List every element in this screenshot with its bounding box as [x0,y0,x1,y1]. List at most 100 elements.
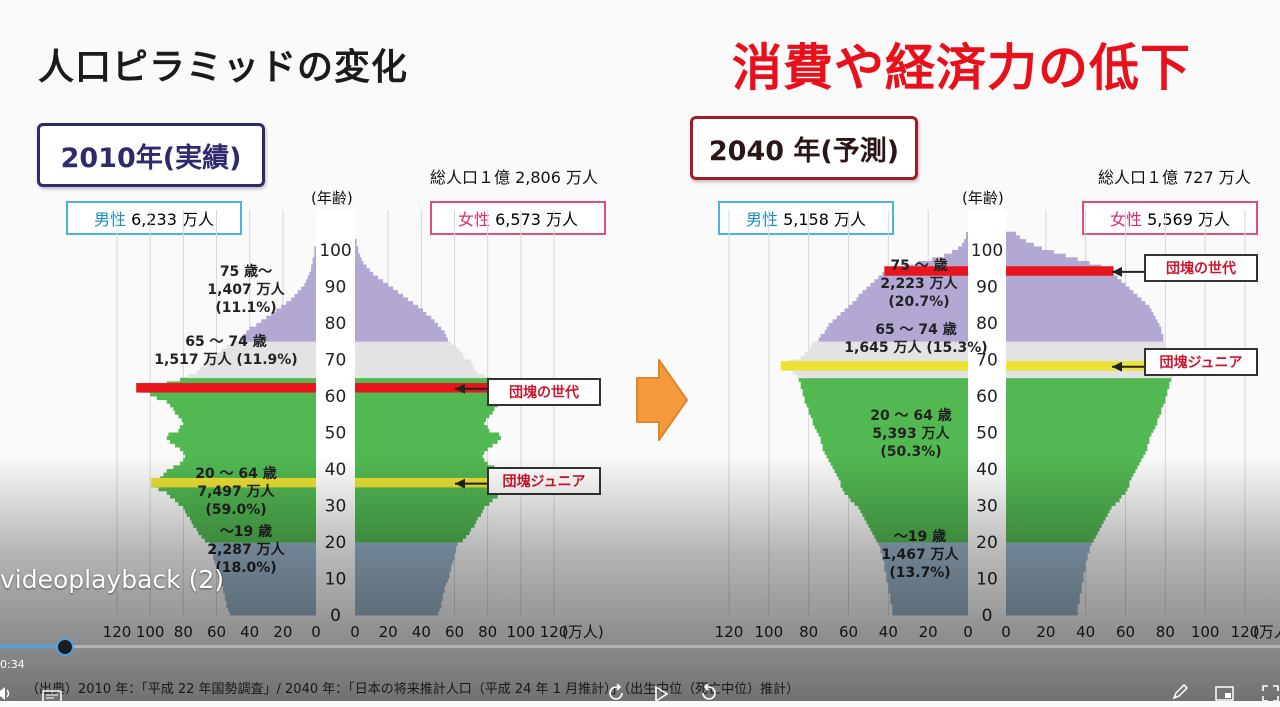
bar-male [180,447,316,452]
bar-female [355,293,404,298]
bar-male [246,330,316,335]
bar-male [822,443,968,448]
bar-female [1006,516,1106,521]
bar-male [858,293,968,298]
bar-female [1006,498,1120,503]
skip-forward-10-icon[interactable] [697,683,719,705]
bar-male [852,301,968,306]
age-tick-label: 90 [325,278,347,298]
bar-male [800,381,968,386]
bar-female [1006,549,1090,554]
volume-icon[interactable] [0,686,12,705]
x-tick-label: 100 [755,623,784,641]
bar-female [1006,556,1088,561]
bar-male [848,304,968,309]
age-tick-label: 0 [982,606,993,626]
bar-female [1006,250,1054,255]
bar-male [820,333,968,338]
bar-male [824,450,968,455]
bar-female [1006,600,1080,605]
bar-male [311,264,316,269]
bar-female [355,377,491,382]
bar-male [858,505,968,510]
bar-male [966,231,968,236]
bar-male [838,476,968,481]
bar-female [355,417,487,422]
bar-male [792,370,968,375]
bar-female [355,304,419,309]
bar-male [800,355,968,360]
bar-female [1006,282,1126,287]
bar-male [834,469,968,474]
bar-male [878,275,968,280]
bar-male [309,271,316,276]
bar-male [850,498,968,503]
video-title[interactable]: videoplayback (2) [0,565,224,594]
source-note: （出典）2010 年：「平成 22 年国勢調査」/ 2040 年：「日本の将来推… [26,682,800,697]
bar-male [844,490,968,495]
bar-male [314,253,316,258]
bar-male [840,483,968,488]
bar-female [1006,571,1084,576]
bar-female [1006,242,1034,247]
bar-male [958,246,968,251]
bar-male [804,396,968,401]
miniplayer-icon[interactable] [1215,686,1235,705]
bar-male [866,520,968,525]
progress-handle[interactable] [56,638,74,656]
bar-female [1006,527,1100,532]
bar-female [355,414,490,419]
bar-female [355,279,384,284]
skip-back-10-icon[interactable] [606,683,628,705]
bar-male [808,406,968,411]
bar-female [1006,509,1110,514]
bar-male [824,330,968,335]
bar-female [1006,410,1162,415]
bar-female [1006,520,1104,525]
bar-female [1006,582,1082,587]
bar-male [812,417,968,422]
bar-male [800,385,968,390]
female-value: 6,573 万人 [495,210,578,229]
bar-female [355,337,448,342]
captions-icon[interactable] [42,688,62,707]
bar-male [796,374,968,379]
bar-female [1006,312,1154,317]
bar-male [804,352,968,357]
bar-male [281,304,316,309]
bar-female [1006,512,1108,517]
x-tick-label: 0 [1001,623,1011,641]
highlight-bar-female [355,383,532,393]
bar-male [216,352,316,357]
bar-male [306,279,316,284]
x-tick-label: 20 [1036,623,1055,641]
bar-male [166,399,316,404]
bar-female [355,352,463,357]
bar-male [944,253,968,258]
age-tick-label: 60 [976,387,998,407]
bar-male [213,355,316,360]
female-total-box-2010: 女性 6,573 万人 [430,201,606,235]
bar-male [866,286,968,291]
bar-female [1006,542,1092,547]
bar-male [842,487,968,492]
bar-male [183,421,316,426]
callout-label: 団塊の世代 [509,384,579,401]
bar-male [830,461,968,466]
bar-female [355,308,423,313]
x-tick-label: 60 [1116,623,1135,641]
bar-female [355,403,498,408]
bar-female [1006,355,1174,360]
bar-female [355,260,364,265]
play-icon[interactable] [654,685,669,705]
highlight-bar-male [136,383,316,393]
bar-male [226,344,316,349]
bar-male [168,432,316,437]
bar-male [256,323,316,328]
bar-female [355,268,370,273]
bar-male [180,377,316,382]
progress-track[interactable] [0,645,1280,648]
fullscreen-icon[interactable] [1262,685,1279,705]
age-tick-label: 30 [976,497,998,517]
edit-icon[interactable] [1171,683,1189,705]
